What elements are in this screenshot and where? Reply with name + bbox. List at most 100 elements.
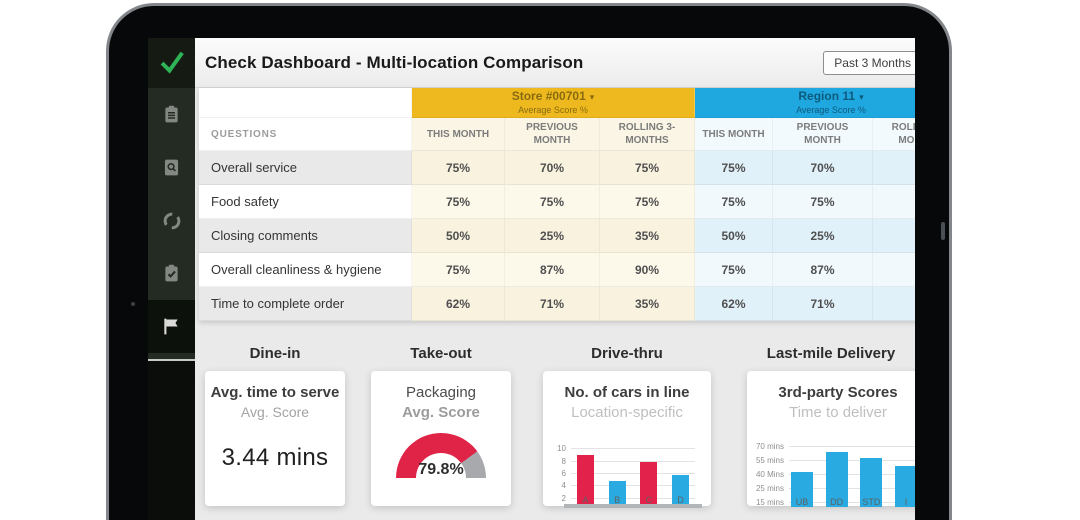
y-axis-tick-label: 8: [561, 456, 566, 466]
store-value-cell: 75%: [600, 151, 695, 185]
column-group-store[interactable]: Store #00701 ▾ Average Score %: [412, 88, 695, 118]
group-sublabel: Average Score %: [796, 104, 866, 115]
gridline: [789, 459, 915, 461]
bar-A: [577, 455, 594, 505]
app-header: Check Dashboard - Multi-location Compari…: [195, 38, 915, 88]
clipboard-check-icon: [165, 264, 178, 282]
store-value-cell: 75%: [412, 151, 505, 185]
store-value-cell: 75%: [505, 185, 600, 219]
question-cell: Overall service: [199, 151, 412, 185]
x-axis-category-label: DD: [830, 497, 844, 507]
question-cell: Time to complete order: [199, 287, 412, 321]
store-value-cell: 35%: [600, 219, 695, 253]
gridline: [789, 445, 915, 447]
card-title: Packaging: [405, 384, 477, 401]
sub-column-header: PREVIOUS MONTH: [773, 118, 873, 151]
region-value-cell: 75%: [695, 151, 773, 185]
store-value-cell: 87%: [505, 253, 600, 287]
card-subtitle: Location-specific: [571, 404, 683, 421]
x-axis-baseline: [564, 504, 702, 508]
bar-D: [672, 475, 689, 505]
region-value-cell: [873, 253, 915, 287]
store-value-cell: 70%: [505, 151, 600, 185]
sub-column-header: THIS MONTH: [412, 118, 505, 151]
gridline: [789, 488, 915, 490]
sidebar-item-audit-search[interactable]: [148, 141, 195, 194]
gridline: [571, 485, 695, 487]
region-value-cell: 70%: [773, 151, 873, 185]
card-last-mile-delivery: 3rd-party Scores Time to deliver 15 mins…: [747, 371, 915, 507]
tablet-frame: Check Dashboard - Multi-location Compari…: [106, 3, 952, 520]
region-value-cell: 50%: [695, 219, 773, 253]
bar-STD: [860, 458, 883, 507]
main-panel: Check Dashboard - Multi-location Compari…: [195, 38, 915, 520]
store-value-cell: 71%: [505, 287, 600, 321]
cars-in-line-chart: 2 4 6 8 10 A B C D: [557, 429, 702, 508]
bar-B: [608, 481, 626, 505]
region-value-cell: 75%: [695, 253, 773, 287]
region-value-cell: 75%: [773, 185, 873, 219]
store-value-cell: 62%: [412, 287, 505, 321]
y-axis-tick-label: 6: [561, 469, 566, 478]
card-take-out: Packaging Avg. Score 79.8%: [371, 371, 511, 506]
group-label: Region 11 ▾: [798, 88, 864, 103]
store-value-cell: 50%: [412, 219, 505, 253]
questions-column-header: QUESTIONS: [199, 118, 412, 151]
page-title: Check Dashboard - Multi-location Compari…: [205, 52, 584, 72]
region-value-cell: 62%: [695, 287, 773, 321]
sidebar-nav: [148, 88, 195, 353]
sidebar-item-flags[interactable]: [148, 300, 195, 353]
category-label-take-out: Take-out: [410, 345, 472, 362]
store-value-cell: 75%: [600, 185, 695, 219]
clipboard-list-icon: [165, 105, 178, 123]
y-axis-tick-label: 4: [561, 481, 566, 491]
gridline: [571, 448, 695, 450]
flag-icon: [164, 318, 178, 335]
x-axis-category-label: STD: [862, 497, 881, 507]
y-axis-tick-label: 10: [557, 444, 566, 454]
tablet-camera-dot: [131, 302, 135, 306]
date-range-button[interactable]: Past 3 Months: [823, 50, 915, 75]
card-subtitle: Time to deliver: [789, 404, 887, 421]
card-title: No. of cars in line: [564, 384, 690, 401]
sub-column-header: THIS MONTH: [695, 118, 773, 151]
document-search-icon: [164, 159, 179, 176]
green-checkmark-logo: [160, 51, 184, 74]
group-sublabel: Average Score %: [518, 104, 588, 115]
x-axis-category-label: D: [677, 495, 684, 505]
x-axis-category-label: C: [645, 495, 653, 505]
card-title: Avg. time to serve: [210, 384, 340, 401]
sidebar-item-sync[interactable]: [148, 194, 195, 247]
gridline: [789, 474, 915, 475]
sidebar-divider: [148, 359, 195, 361]
gridline: [789, 502, 915, 504]
tablet-side-button: [941, 222, 945, 240]
gridline: [571, 473, 695, 474]
bar-C: [640, 461, 658, 505]
store-value-cell: 35%: [600, 287, 695, 321]
chevron-down-icon: ▾: [589, 91, 595, 102]
metric-value: 3.44 mins: [221, 444, 329, 471]
x-axis-category-label: B: [614, 495, 621, 505]
store-value-cell: 75%: [412, 253, 505, 287]
region-value-cell: [873, 151, 915, 185]
question-cell: Overall cleanliness & hygiene: [199, 253, 412, 287]
sync-icon: [163, 212, 180, 229]
y-axis-tick-label: 25 mins: [755, 484, 784, 494]
sidebar-item-checklists[interactable]: [148, 88, 195, 141]
region-value-cell: [873, 287, 915, 321]
y-axis-tick-label: 2: [561, 493, 566, 503]
region-value-cell: 87%: [773, 253, 873, 287]
sidebar-item-completed-checks[interactable]: [148, 247, 195, 300]
y-axis-tick-label: 70 mins: [755, 441, 784, 451]
category-cards: Dine-in Avg. time to serve Avg. Score 3.…: [195, 321, 915, 520]
column-group-region[interactable]: Region 11 ▾ Average Score %: [695, 88, 915, 118]
question-cell: Food safety: [199, 185, 412, 219]
gridline: [571, 497, 695, 499]
question-cell: Closing comments: [199, 219, 412, 253]
store-value-cell: 75%: [412, 185, 505, 219]
chevron-down-icon: ▾: [859, 91, 864, 102]
store-value-cell: 90%: [600, 253, 695, 287]
region-value-cell: [873, 185, 915, 219]
